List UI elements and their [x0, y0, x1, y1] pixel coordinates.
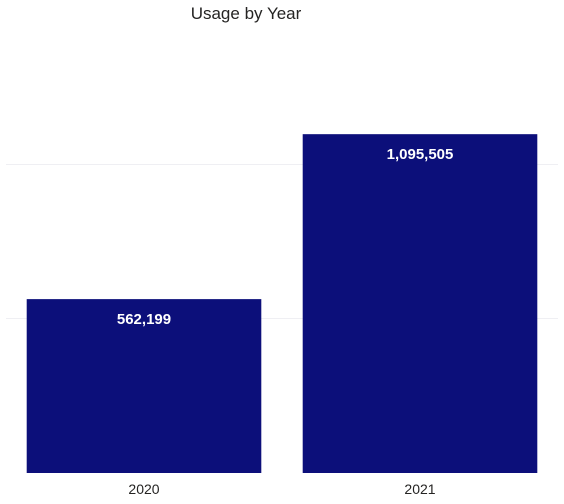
bar-2020: [26, 299, 262, 473]
data-label-2020: 562,199: [117, 311, 171, 328]
x-tick-label-2021: 2021: [404, 481, 435, 497]
bar-2021: [302, 134, 538, 473]
x-tick-label-2020: 2020: [128, 481, 159, 497]
chart-title: Usage by Year: [190, 4, 302, 23]
data-label-2021: 1,095,505: [387, 146, 454, 163]
